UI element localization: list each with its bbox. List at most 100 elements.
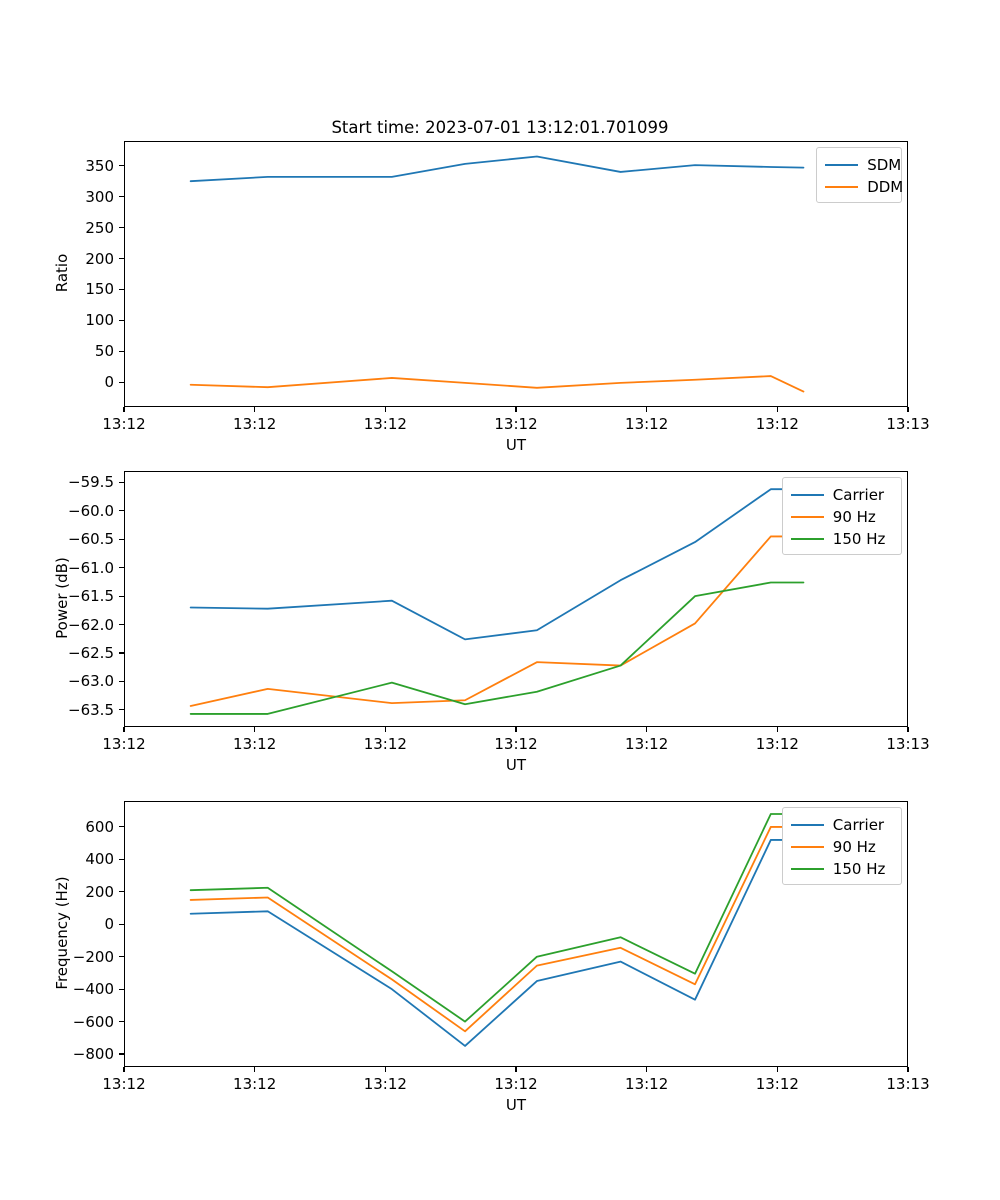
- ytick-label: 50: [94, 342, 114, 361]
- ytick-label: 250: [85, 218, 114, 237]
- yaxis-label: Frequency (Hz): [53, 876, 71, 990]
- subplot-ratio: [124, 141, 908, 407]
- xtick-mark: [123, 407, 125, 412]
- legend-label: 150 Hz: [832, 860, 886, 878]
- xtick-mark: [384, 1067, 386, 1072]
- xtick-label: 13:13: [886, 1075, 930, 1093]
- ytick-label: −61.0: [68, 558, 114, 577]
- axes-frame-frequency: [124, 801, 908, 1067]
- ytick-label: 200: [85, 249, 114, 268]
- xtick-mark: [776, 1067, 778, 1072]
- ytick-mark: [119, 923, 124, 925]
- ytick-label: 200: [85, 882, 114, 901]
- ytick-mark: [119, 595, 124, 597]
- ytick-mark: [119, 165, 124, 167]
- xtick-mark: [515, 1067, 517, 1072]
- series-line-carrier: [189, 488, 805, 641]
- ytick-label: 0: [104, 373, 114, 392]
- legend-entry: DDM: [825, 176, 903, 198]
- legend-swatch-icon: [825, 164, 859, 166]
- xtick-label: 13:13: [886, 735, 930, 753]
- xtick-label: 13:12: [363, 735, 407, 753]
- legend-entry: 90 Hz: [790, 836, 893, 858]
- xtick-label: 13:12: [102, 1075, 146, 1093]
- xtick-label: 13:12: [494, 735, 538, 753]
- legend-label: SDM: [867, 156, 902, 174]
- xtick-label: 13:12: [494, 415, 538, 433]
- figure-title: Start time: 2023-07-01 13:12:01.701099: [331, 118, 669, 137]
- legend-label: 90 Hz: [832, 838, 876, 856]
- xtick-label: 13:12: [363, 415, 407, 433]
- xtick-label: 13:12: [625, 735, 669, 753]
- ytick-label: −200: [72, 947, 114, 966]
- xtick-label: 13:12: [625, 415, 669, 433]
- ytick-label: −60.5: [68, 530, 114, 549]
- axes-frame-power: [124, 471, 908, 727]
- legend-frequency: Carrier 90 Hz 150 Hz: [781, 807, 902, 885]
- xtick-label: 13:13: [886, 415, 930, 433]
- ytick-mark: [119, 1053, 124, 1055]
- ytick-mark: [119, 956, 124, 958]
- ytick-label: −62.5: [68, 644, 114, 663]
- xtick-mark: [776, 407, 778, 412]
- xtick-mark: [646, 727, 648, 732]
- ytick-mark: [119, 319, 124, 321]
- xaxis-label: UT: [505, 436, 527, 454]
- ytick-mark: [119, 1021, 124, 1023]
- xtick-mark: [384, 407, 386, 412]
- ytick-mark: [119, 227, 124, 229]
- ytick-label: −62.0: [68, 615, 114, 634]
- ytick-label: 0: [104, 915, 114, 934]
- yaxis-label: Ratio: [53, 253, 71, 293]
- ytick-label: −800: [72, 1045, 114, 1064]
- ytick-mark: [119, 257, 124, 260]
- ytick-mark: [119, 288, 124, 290]
- xtick-label: 13:12: [233, 735, 277, 753]
- ytick-mark: [119, 567, 124, 569]
- xtick-label: 13:12: [755, 1075, 799, 1093]
- legend-swatch-icon: [790, 846, 824, 848]
- ytick-label: −63.0: [68, 672, 114, 691]
- xtick-label: 13:12: [102, 415, 146, 433]
- plot-lines-frequency: [189, 813, 805, 1047]
- xtick-label: 13:12: [755, 415, 799, 433]
- legend-label: DDM: [867, 178, 904, 196]
- ytick-mark: [119, 988, 124, 990]
- xtick-mark: [646, 407, 648, 412]
- xtick-label: 13:12: [363, 1075, 407, 1093]
- xtick-mark: [907, 1067, 909, 1072]
- legend-label: Carrier: [832, 486, 885, 504]
- legend-power: Carrier 90 Hz 150 Hz: [781, 477, 902, 555]
- ytick-label: 100: [85, 311, 114, 330]
- series-line-150-hz: [189, 813, 805, 1023]
- xtick-mark: [646, 1067, 648, 1072]
- legend-swatch-icon: [790, 494, 824, 496]
- legend-swatch-icon: [790, 868, 824, 870]
- ytick-label: 150: [85, 280, 114, 299]
- ytick-label: 400: [85, 850, 114, 869]
- legend-swatch-icon: [825, 186, 859, 188]
- xtick-mark: [515, 727, 517, 732]
- ytick-mark: [119, 538, 124, 540]
- legend-swatch-icon: [790, 538, 824, 540]
- ytick-label: −400: [72, 980, 114, 999]
- xtick-mark: [123, 1067, 125, 1072]
- legend-label: 150 Hz: [832, 530, 886, 548]
- ytick-mark: [119, 891, 124, 893]
- legend-entry: Carrier: [790, 484, 893, 506]
- xtick-label: 13:12: [102, 735, 146, 753]
- ytick-mark: [119, 196, 124, 198]
- axes-frame-ratio: [124, 141, 908, 407]
- legend-entry: 90 Hz: [790, 506, 893, 528]
- ytick-mark: [119, 481, 124, 483]
- xtick-mark: [254, 1067, 256, 1072]
- series-line-150-hz: [189, 581, 805, 715]
- ytick-label: 300: [85, 187, 114, 206]
- xtick-mark: [254, 727, 256, 732]
- ytick-label: 600: [85, 817, 114, 836]
- ytick-mark: [119, 624, 124, 626]
- legend-entry: 150 Hz: [790, 528, 893, 550]
- xtick-mark: [907, 407, 909, 412]
- legend-label: 90 Hz: [832, 508, 876, 526]
